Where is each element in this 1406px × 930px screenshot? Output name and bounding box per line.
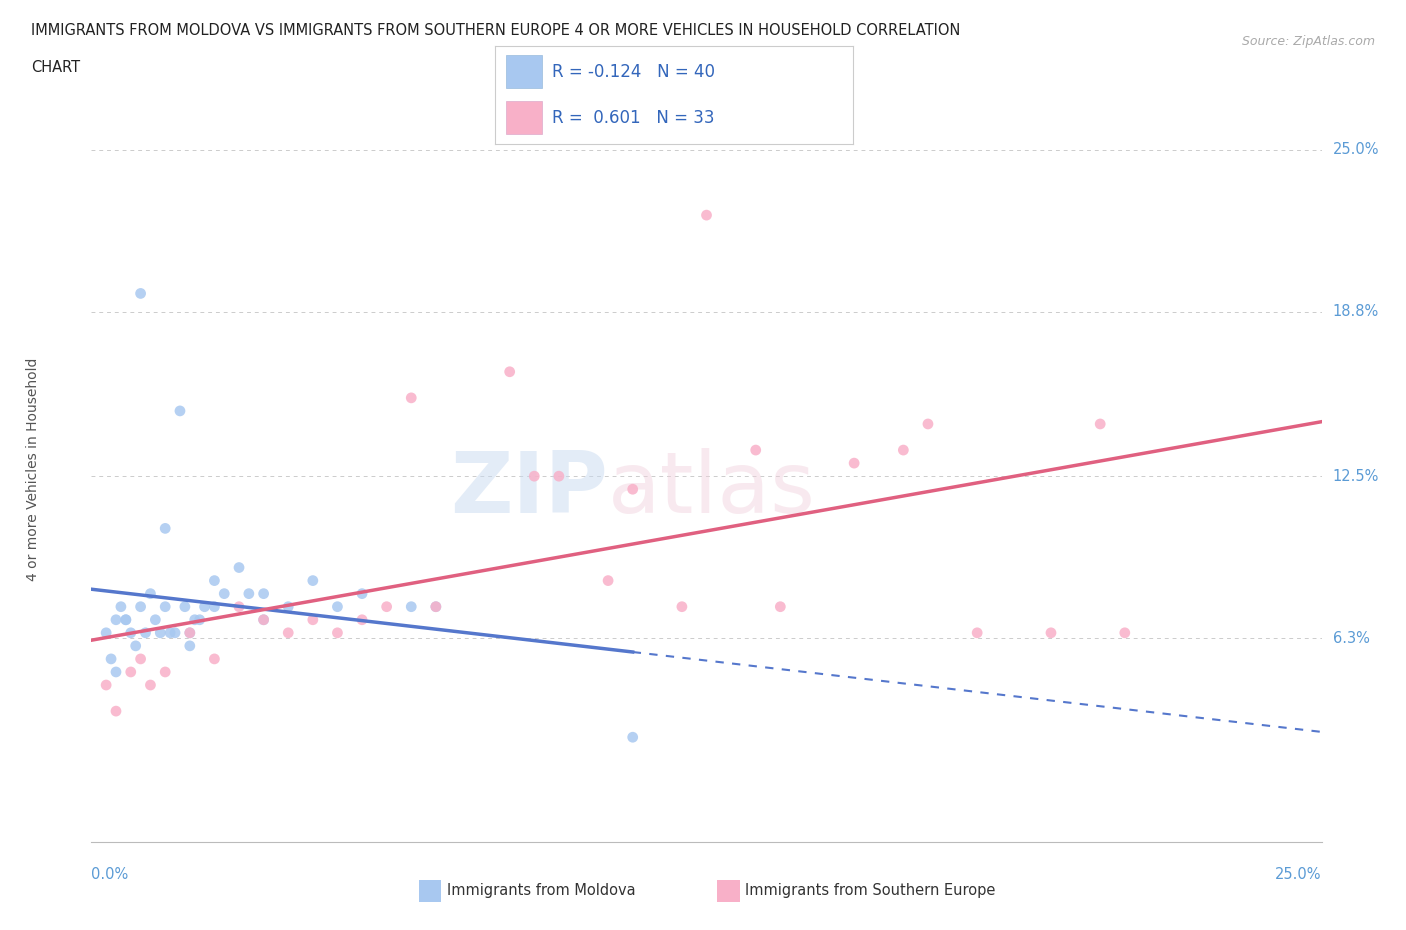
Point <box>110 599 132 614</box>
Point <box>183 612 207 627</box>
Point <box>253 586 276 601</box>
Text: R = -0.124   N = 40: R = -0.124 N = 40 <box>553 63 716 81</box>
Point <box>129 286 152 301</box>
Point <box>966 625 988 640</box>
Point <box>135 625 157 640</box>
Point <box>277 625 299 640</box>
Point <box>1088 417 1111 432</box>
Point <box>253 612 276 627</box>
Text: CHART: CHART <box>31 60 80 75</box>
Point <box>425 599 447 614</box>
Text: R =  0.601   N = 33: R = 0.601 N = 33 <box>553 109 714 126</box>
Point <box>202 573 225 588</box>
Point <box>159 625 181 640</box>
Point <box>1114 625 1136 640</box>
Bar <box>506 101 541 135</box>
Point <box>228 599 250 614</box>
Point <box>917 417 939 432</box>
Point <box>301 612 323 627</box>
Point <box>188 612 211 627</box>
Point <box>277 599 299 614</box>
Point <box>100 652 122 667</box>
Point <box>1039 625 1063 640</box>
Point <box>202 599 225 614</box>
Point <box>129 652 152 667</box>
Point <box>139 586 162 601</box>
Point <box>179 638 201 653</box>
Point <box>149 625 172 640</box>
Text: Immigrants from Moldova: Immigrants from Moldova <box>447 884 636 898</box>
Point <box>120 665 142 680</box>
Text: 6.3%: 6.3% <box>1333 631 1369 645</box>
Point <box>399 391 422 405</box>
Point <box>179 625 201 640</box>
Point <box>498 365 520 379</box>
Text: Immigrants from Southern Europe: Immigrants from Southern Europe <box>745 884 995 898</box>
Point <box>120 625 142 640</box>
Point <box>352 612 374 627</box>
Bar <box>506 55 541 88</box>
Text: 12.5%: 12.5% <box>1333 469 1379 484</box>
Point <box>145 612 166 627</box>
Point <box>114 612 138 627</box>
Point <box>695 207 717 222</box>
Point <box>745 443 768 458</box>
Point <box>238 586 260 601</box>
Point <box>105 665 127 680</box>
Point <box>153 599 177 614</box>
Point <box>114 612 138 627</box>
Point <box>399 599 422 614</box>
Point <box>163 625 186 640</box>
Point <box>193 599 217 614</box>
Point <box>301 573 323 588</box>
Point <box>326 625 349 640</box>
Point <box>174 599 197 614</box>
Point <box>375 599 398 614</box>
Point <box>153 521 177 536</box>
Point <box>425 599 447 614</box>
Text: IMMIGRANTS FROM MOLDOVA VS IMMIGRANTS FROM SOUTHERN EUROPE 4 OR MORE VEHICLES IN: IMMIGRANTS FROM MOLDOVA VS IMMIGRANTS FR… <box>31 23 960 38</box>
Point <box>105 612 127 627</box>
Text: Source: ZipAtlas.com: Source: ZipAtlas.com <box>1241 35 1375 48</box>
Point <box>548 469 571 484</box>
Point <box>769 599 792 614</box>
Point <box>169 404 191 418</box>
Point <box>523 469 546 484</box>
Text: 18.8%: 18.8% <box>1333 304 1379 319</box>
Point <box>96 678 117 693</box>
Text: 25.0%: 25.0% <box>1275 867 1322 882</box>
Point <box>891 443 914 458</box>
Point <box>326 599 349 614</box>
Point <box>153 665 177 680</box>
Point <box>139 678 162 693</box>
Point <box>124 638 148 653</box>
Point <box>179 625 201 640</box>
Point <box>105 704 127 719</box>
Point <box>202 652 225 667</box>
Point <box>352 586 374 601</box>
Point <box>129 599 152 614</box>
Point <box>214 586 236 601</box>
Point <box>596 573 619 588</box>
Point <box>228 560 250 575</box>
Text: 25.0%: 25.0% <box>1333 142 1379 157</box>
Point <box>621 482 644 497</box>
Point <box>253 612 276 627</box>
Point <box>671 599 693 614</box>
Point <box>96 625 117 640</box>
Text: atlas: atlas <box>607 447 815 531</box>
Point <box>842 456 865 471</box>
Text: ZIP: ZIP <box>450 447 607 531</box>
Point <box>621 730 644 745</box>
Text: 4 or more Vehicles in Household: 4 or more Vehicles in Household <box>27 358 39 581</box>
Text: 0.0%: 0.0% <box>91 867 128 882</box>
